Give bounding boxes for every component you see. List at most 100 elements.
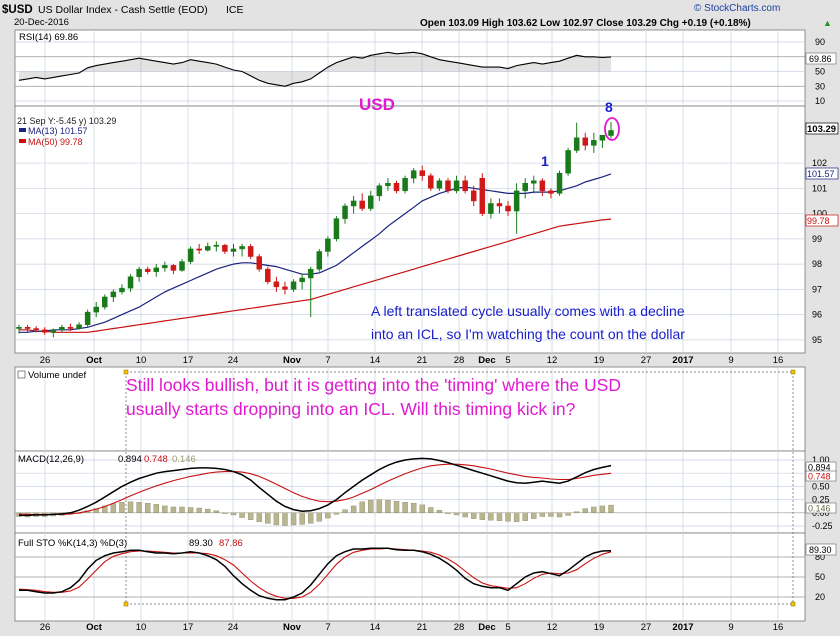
macd-hist-bar [548, 512, 554, 517]
x-tick-label: Dec [478, 355, 495, 366]
sto-label: Full STO %K(14,3) %D(3) [18, 538, 127, 549]
macd-hist-bar [556, 512, 563, 518]
x-tick-label: 7 [325, 355, 330, 366]
selection-handle-bl[interactable] [123, 601, 129, 607]
rsi-area [19, 52, 611, 87]
sto-badge-box [805, 543, 837, 556]
x-tick-label: 9 [728, 355, 733, 366]
candle-body [325, 238, 331, 252]
brand: © StockCharts.com [694, 3, 780, 14]
macd-hist-bar [273, 512, 280, 526]
macd-hist-bar [265, 512, 271, 524]
macd-hist-bar [247, 512, 254, 520]
rsi-label: RSI(14) 69.86 [19, 32, 78, 43]
volume-note-line-1: Still looks bullish, but it is getting i… [126, 375, 621, 395]
x-tick-label: 10 [136, 355, 147, 366]
macd-hist-bar [239, 512, 245, 518]
rsi-tick-label: 90 [815, 37, 825, 47]
macd-tick-label: -0.25 [812, 521, 833, 531]
macd-tick-label: 0.50 [812, 481, 830, 491]
rsi-series [18, 51, 612, 87]
candle-body [428, 175, 434, 189]
macd-hist-bar [222, 512, 228, 514]
price-tick-label: 98 [812, 259, 822, 269]
x-tick-label: 9 [728, 622, 733, 633]
grid-lines [15, 30, 805, 621]
macd-hist-bar [290, 512, 297, 526]
price-tick-label: 101 [812, 183, 827, 193]
candle-body [136, 268, 142, 277]
price-tick-label: 99 [812, 234, 822, 244]
candle-body [556, 172, 563, 194]
macd-hist-bar [299, 512, 305, 525]
ma13-series [19, 173, 612, 333]
macd-hist-bar [119, 502, 125, 513]
selection-handle-tl[interactable] [123, 369, 129, 375]
macd-hist-bar [471, 512, 477, 519]
candle-body [359, 200, 365, 209]
candle-body [110, 291, 117, 298]
sto-series [18, 547, 612, 601]
macd-hist-bar [282, 512, 288, 526]
candle-body [531, 180, 537, 184]
macd-hist-bar [453, 512, 460, 516]
macd-hist-bar [531, 512, 537, 519]
count-8: 8 [605, 99, 613, 115]
macd-hist-bar [402, 502, 408, 513]
macd-hist-bar [368, 499, 374, 513]
macd-hist-bar [16, 512, 22, 517]
price-panel [14, 105, 806, 354]
macd-line [19, 457, 612, 517]
candle-body [33, 328, 39, 331]
sto-k-line [19, 547, 612, 601]
macd-value: 0.894 [118, 454, 142, 465]
macd-panel [14, 450, 806, 534]
ma50-legend-swatch [19, 139, 26, 143]
price-tick-label: 97 [812, 284, 822, 294]
candle-body [290, 281, 297, 290]
selection-handle-tr[interactable] [790, 369, 796, 375]
candle-body [513, 190, 520, 212]
count-8-ellipse [604, 117, 620, 141]
macd-hist-bar [410, 503, 417, 513]
count-1: 1 [541, 153, 549, 169]
candle-body [59, 327, 65, 331]
candle-body [187, 248, 194, 262]
candle-body [239, 246, 245, 250]
candle-body [608, 130, 614, 136]
y-axis-labels: 102101100999897969590705030101.000.750.5… [812, 37, 833, 602]
candlestick-series [16, 122, 614, 338]
rsi-panel [14, 29, 806, 107]
candle-body [41, 329, 48, 333]
candle-body [102, 296, 108, 308]
price-tick-label: 95 [812, 335, 822, 345]
candle-body [307, 268, 314, 279]
x-tick-label: 17 [183, 355, 194, 366]
ma50-badge-box [805, 214, 839, 227]
selection-handle-br[interactable] [790, 601, 796, 607]
candle-body [230, 248, 237, 252]
candle-body [162, 265, 168, 269]
candle-body [393, 183, 400, 192]
macd-hist-bar [488, 512, 494, 521]
sto-tick-label: 50 [815, 572, 825, 582]
candle-body [273, 281, 280, 288]
candle-body [479, 177, 486, 214]
macd-hist-bar [308, 512, 314, 524]
macd-hist-bar [333, 512, 340, 515]
price-tick-label: 100 [812, 209, 827, 219]
macd-badge: 0.894 [808, 463, 831, 473]
macd-hist-bar [428, 507, 434, 513]
candle-body [16, 327, 22, 329]
candle-body [402, 177, 408, 192]
macd-hist-bar [144, 503, 151, 513]
rsi-tick-label: 10 [815, 96, 825, 106]
candle-body [265, 268, 271, 283]
x-tick-label: Dec [478, 622, 495, 633]
candle-body [50, 329, 57, 333]
candle-body [127, 276, 134, 289]
candle-body [462, 180, 468, 192]
candle-body [256, 256, 262, 270]
